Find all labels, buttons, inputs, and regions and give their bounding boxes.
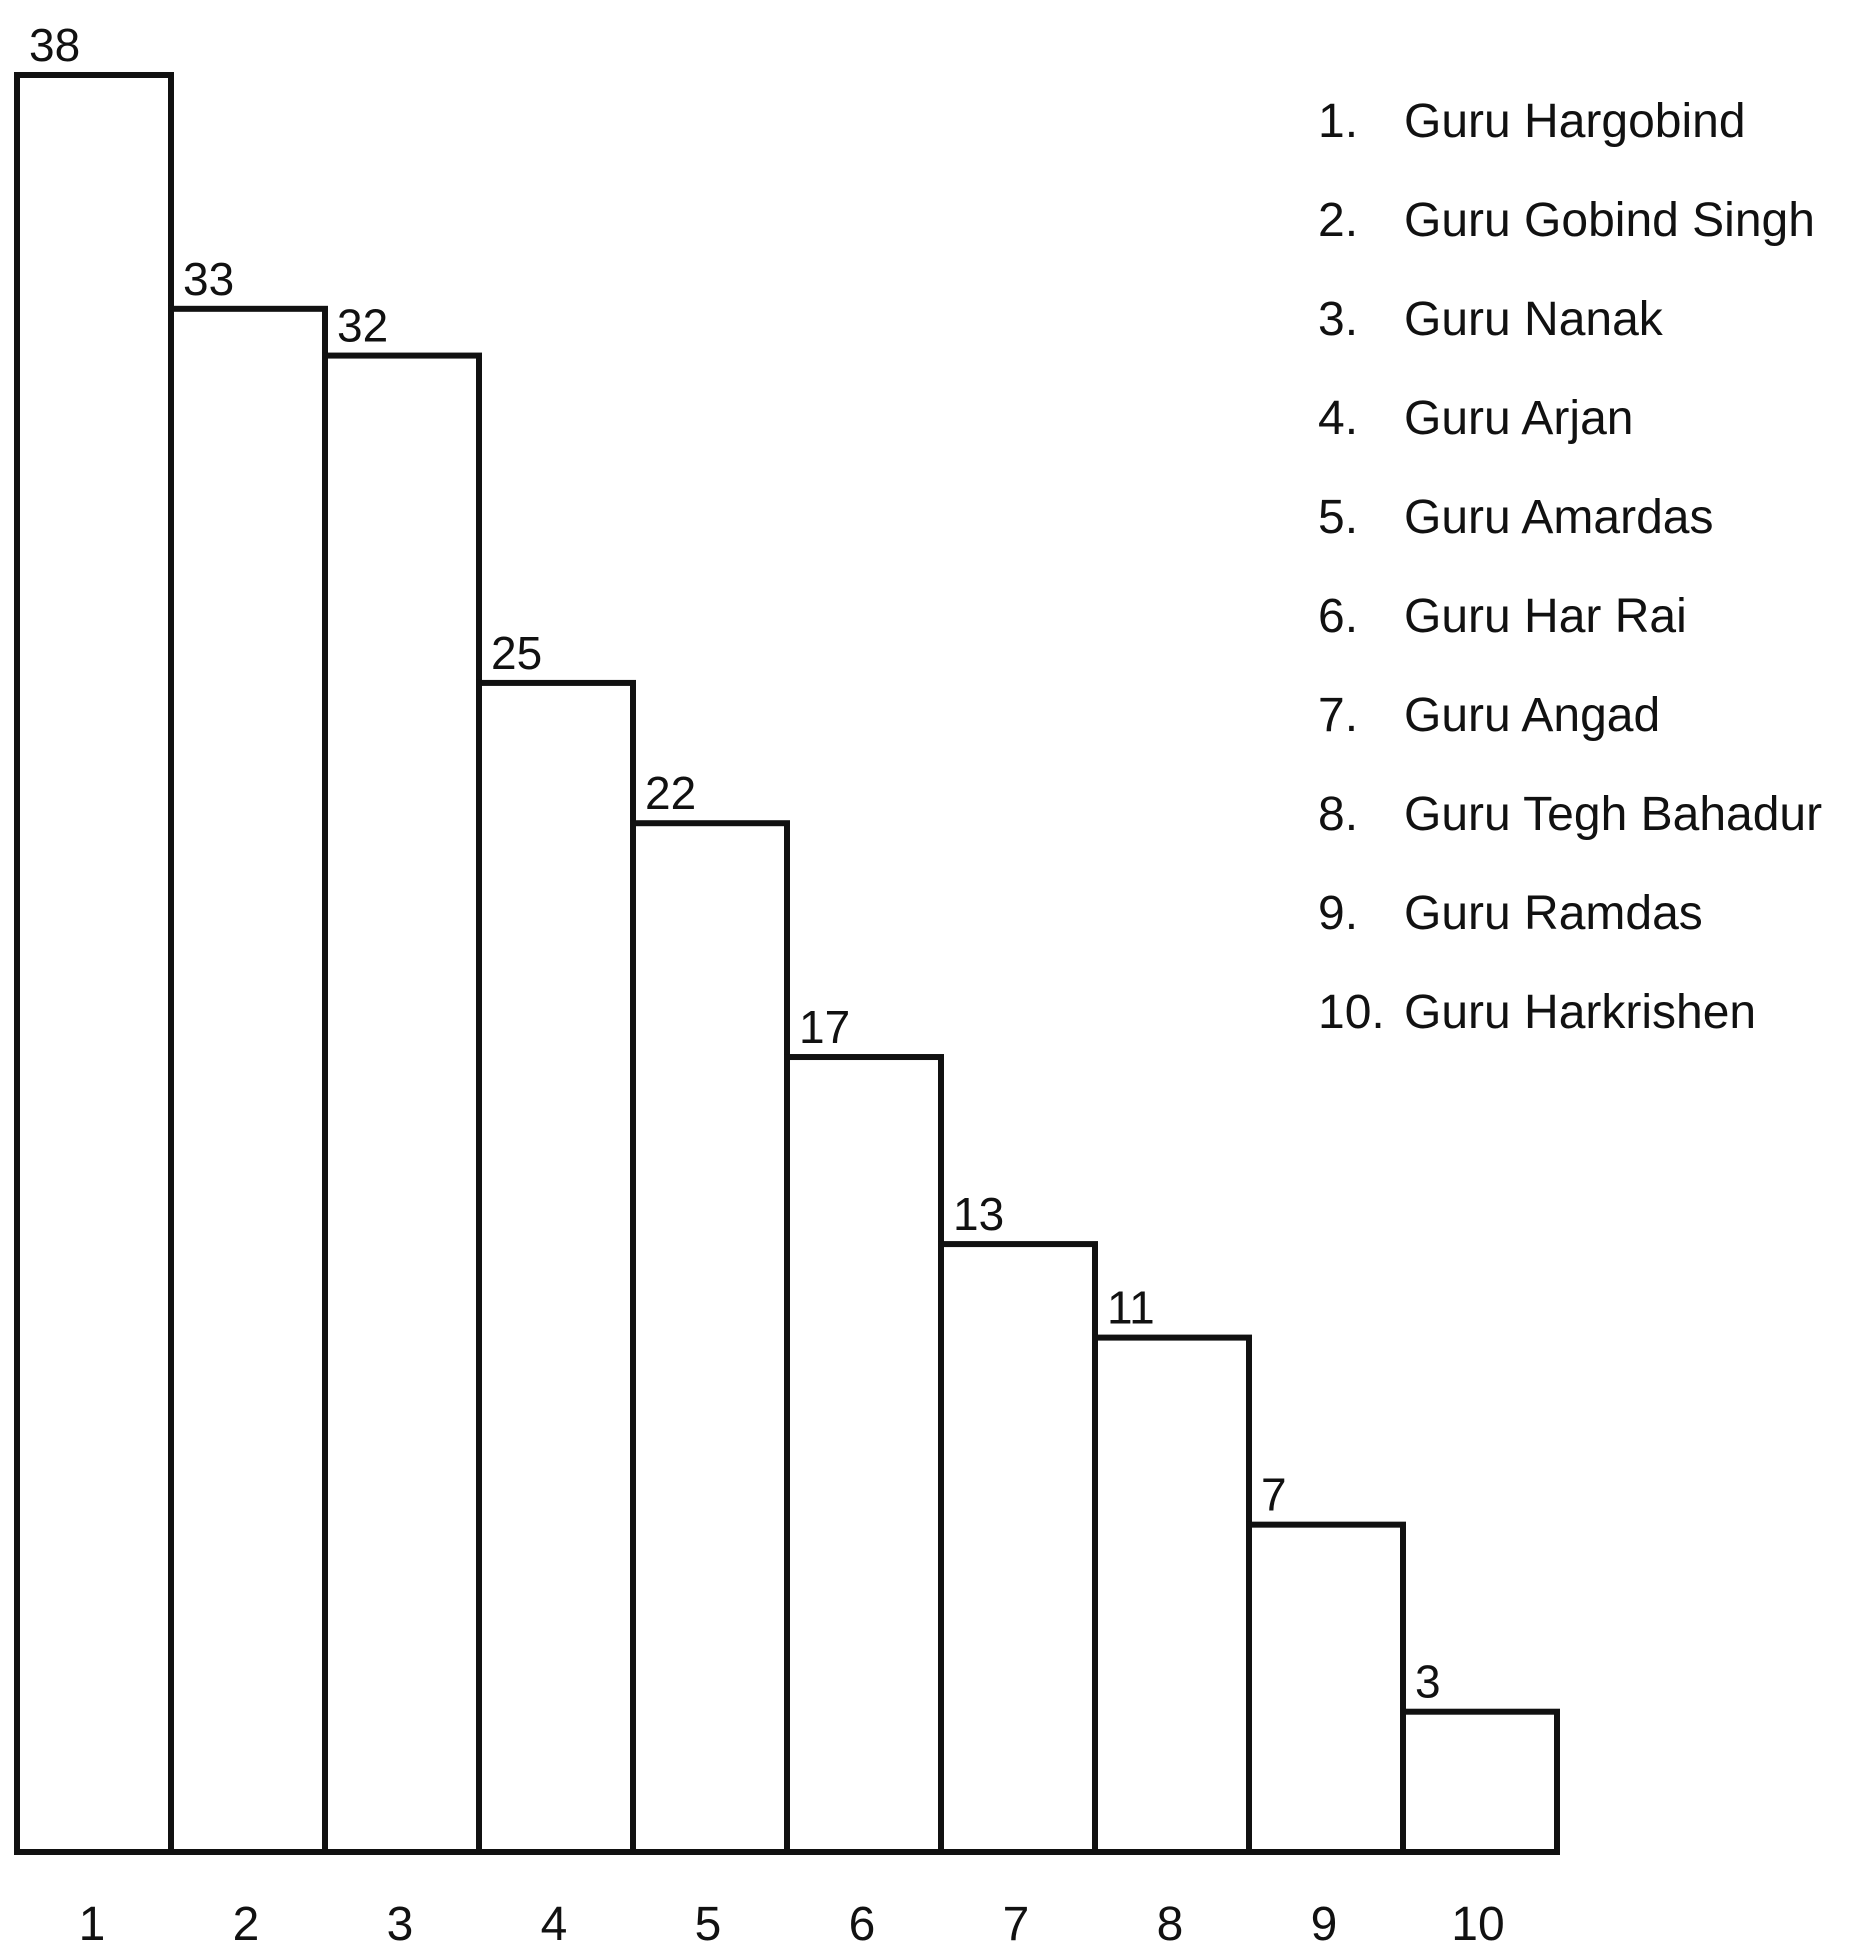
bar-value-label: 11 — [1107, 1282, 1155, 1334]
bar-5 — [630, 820, 790, 1855]
legend-item-number: 1. — [1318, 95, 1359, 148]
legend-item-number: 6. — [1318, 590, 1359, 643]
value-labels-group: 38 33 32 25 22 17 13 11 7 3 — [29, 19, 1441, 1708]
bar-7 — [938, 1241, 1098, 1856]
legend-item-number: 5. — [1318, 491, 1359, 544]
legend-item-name: Guru Gobind Singh — [1404, 194, 1815, 247]
bar-value-label: 25 — [491, 627, 542, 679]
legend-item: 5. Guru Amardas — [1318, 488, 1822, 587]
x-tick-label: 6 — [849, 1898, 876, 1951]
x-tick-label: 8 — [1157, 1898, 1184, 1951]
bar-1 — [14, 72, 174, 1855]
legend-item-name: Guru Angad — [1404, 689, 1661, 742]
legend-item-number: 2. — [1318, 194, 1359, 247]
bar-value-label: 13 — [953, 1188, 1004, 1240]
bar-value-label: 32 — [337, 300, 388, 352]
bar-8 — [1092, 1334, 1252, 1855]
legend-item: 6. Guru Har Rai — [1318, 587, 1822, 686]
x-tick-labels-group: 1 2 3 4 5 6 7 8 9 10 — [79, 1898, 1505, 1951]
legend-item: 10. Guru Harkrishen — [1318, 983, 1822, 1082]
x-tick-label: 9 — [1311, 1898, 1338, 1951]
legend-item-name: Guru Harkrishen — [1404, 986, 1757, 1039]
bar-value-label: 3 — [1415, 1656, 1441, 1708]
x-tick-label: 7 — [1003, 1898, 1030, 1951]
bar-value-label: 38 — [29, 19, 80, 71]
legend-item-name: Guru Tegh Bahadur — [1404, 788, 1823, 841]
bars-group — [14, 72, 1560, 1856]
x-tick-label: 5 — [695, 1898, 722, 1951]
bar-3 — [322, 352, 482, 1855]
bar-value-label: 33 — [183, 253, 234, 305]
bar-10 — [1400, 1708, 1560, 1856]
legend-item-number: 7. — [1318, 689, 1359, 742]
legend-item-number: 10. — [1318, 986, 1385, 1039]
legend: 1. Guru Hargobind 2. Guru Gobind Singh 3… — [1318, 92, 1822, 1082]
legend-item-number: 9. — [1318, 887, 1359, 940]
x-tick-label: 1 — [79, 1898, 106, 1951]
legend-item-name: Guru Hargobind — [1404, 95, 1746, 148]
legend-item: 3. Guru Nanak — [1318, 290, 1822, 389]
bar-9 — [1246, 1521, 1406, 1855]
bar-value-label: 17 — [799, 1001, 850, 1053]
legend-item: 7. Guru Angad — [1318, 686, 1822, 785]
x-tick-label: 3 — [387, 1898, 414, 1951]
legend-item-name: Guru Amardas — [1404, 491, 1714, 544]
legend-item-name: Guru Nanak — [1404, 293, 1663, 346]
bar-value-label: 22 — [645, 767, 696, 819]
x-tick-label: 10 — [1451, 1898, 1504, 1951]
legend-item: 4. Guru Arjan — [1318, 389, 1822, 488]
legend-item-name: Guru Ramdas — [1404, 887, 1703, 940]
bar-2 — [168, 305, 328, 1855]
bar-4 — [476, 679, 636, 1856]
bar-value-label: 7 — [1261, 1469, 1287, 1521]
x-tick-label: 2 — [233, 1898, 260, 1951]
legend-item-number: 4. — [1318, 392, 1359, 445]
legend-item: 8. Guru Tegh Bahadur — [1318, 785, 1822, 884]
legend-item-number: 8. — [1318, 788, 1359, 841]
x-tick-label: 4 — [541, 1898, 568, 1951]
bar-6 — [784, 1054, 944, 1856]
legend-item: 2. Guru Gobind Singh — [1318, 191, 1822, 290]
legend-item-name: Guru Arjan — [1404, 392, 1634, 445]
legend-item: 9. Guru Ramdas — [1318, 884, 1822, 983]
legend-item: 1. Guru Hargobind — [1318, 92, 1822, 191]
legend-item-number: 3. — [1318, 293, 1359, 346]
legend-item-name: Guru Har Rai — [1404, 590, 1687, 643]
